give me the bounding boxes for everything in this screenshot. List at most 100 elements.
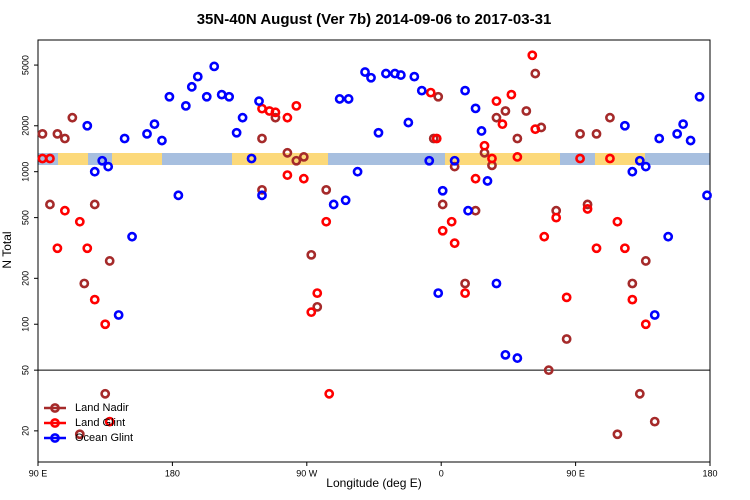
point: [685, 135, 696, 146]
band-yellow: [445, 153, 560, 165]
point: [366, 72, 376, 83]
point: [521, 106, 532, 116]
point: [591, 128, 602, 139]
x-tick-label: 90 E: [566, 468, 585, 478]
point: [506, 89, 517, 100]
y-tick-label: 1000: [20, 162, 30, 182]
chart-title: 35N-40N August (Ver 7b) 2014-09-06 to 20…: [197, 11, 552, 28]
point: [627, 166, 638, 177]
point: [321, 184, 332, 195]
y-tick-label: 50: [20, 365, 30, 375]
point: [254, 96, 264, 107]
x-tick-label: 180: [702, 468, 717, 478]
legend-label: Ocean Glint: [75, 432, 133, 444]
point: [282, 170, 293, 180]
point: [512, 133, 523, 144]
legend-marker: [50, 403, 60, 413]
point: [403, 117, 414, 128]
point: [437, 185, 448, 196]
point: [52, 128, 63, 139]
point: [216, 89, 227, 100]
point: [649, 416, 660, 427]
point: [640, 319, 651, 330]
point: [575, 128, 585, 139]
point: [59, 205, 70, 216]
point: [142, 128, 152, 139]
point: [82, 243, 93, 254]
point: [460, 85, 470, 96]
point: [470, 103, 481, 114]
point: [113, 310, 124, 320]
point: [416, 85, 427, 96]
point: [497, 119, 508, 130]
point: [433, 288, 444, 299]
point: [672, 128, 683, 139]
y-tick-label: 5000: [20, 55, 30, 75]
x-tick-label: 180: [165, 468, 180, 478]
point: [89, 199, 100, 210]
point: [306, 307, 317, 318]
point: [352, 166, 363, 177]
point: [543, 365, 554, 376]
point: [231, 127, 242, 138]
point: [373, 127, 384, 138]
point: [640, 256, 651, 266]
point: [654, 133, 665, 144]
point: [291, 100, 302, 111]
point: [424, 155, 435, 166]
point: [103, 161, 114, 172]
point: [192, 71, 203, 82]
point: [437, 199, 448, 210]
point: [678, 119, 689, 130]
point: [257, 184, 267, 195]
point: [343, 94, 354, 104]
point: [37, 128, 48, 139]
point: [575, 153, 585, 164]
point: [334, 94, 345, 104]
point: [282, 147, 293, 158]
point: [634, 155, 645, 166]
point: [530, 124, 541, 135]
point: [59, 133, 70, 144]
point: [52, 243, 63, 254]
point: [79, 278, 90, 289]
point: [649, 310, 660, 320]
point: [433, 91, 444, 102]
point: [539, 231, 550, 242]
point: [209, 61, 220, 72]
y-tick-label: 2000: [20, 116, 30, 136]
point: [702, 190, 712, 201]
point: [324, 388, 335, 399]
point: [89, 294, 100, 305]
y-axis-label: N Total: [0, 231, 14, 268]
point: [470, 173, 481, 184]
point: [119, 133, 130, 144]
point: [476, 126, 487, 136]
point: [491, 278, 502, 289]
point: [298, 152, 309, 162]
point: [479, 140, 490, 151]
point: [449, 238, 460, 249]
x-tick-label: 90 E: [29, 468, 48, 478]
point: [634, 388, 645, 399]
point: [340, 195, 351, 206]
point: [127, 231, 137, 242]
legend-marker: [50, 433, 60, 443]
point: [257, 190, 267, 201]
point: [74, 216, 85, 227]
point: [97, 155, 108, 166]
point: [640, 161, 651, 172]
point: [157, 135, 167, 146]
band-yellow: [232, 153, 328, 165]
point: [89, 166, 100, 177]
point: [291, 155, 302, 166]
legend-label: Land Glint: [75, 417, 125, 429]
point: [360, 67, 370, 77]
point: [582, 199, 593, 210]
point: [551, 212, 562, 223]
point: [512, 152, 523, 162]
legend-label: Land Nadir: [75, 402, 129, 414]
point: [282, 112, 293, 123]
point: [312, 288, 323, 299]
